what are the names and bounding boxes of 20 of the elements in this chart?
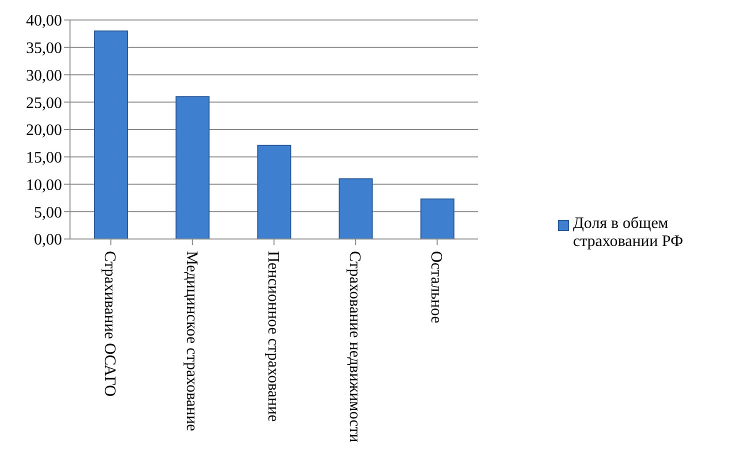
x-tick-label: Медицинское страхование: [182, 251, 200, 432]
bar: [176, 96, 210, 239]
bar: [257, 144, 292, 239]
x-tick-label: Остальное: [428, 251, 445, 324]
y-tick-label: 10,00: [26, 176, 62, 194]
bar: [420, 198, 454, 239]
y-tick-label: 25,00: [26, 94, 62, 112]
y-tick-label: 15,00: [26, 150, 62, 167]
legend-label: Доля в общем страховании РФ: [573, 214, 684, 250]
y-tick-label: 0,00: [34, 232, 62, 249]
bar: [338, 178, 373, 239]
bar: [94, 30, 128, 239]
x-tick-label: Страхование недвижимости: [346, 251, 363, 443]
y-tick-label: 30,00: [26, 67, 62, 84]
x-tick-label: Страхивание ОСАГО: [101, 251, 118, 397]
y-tick-label: 35,00: [26, 40, 62, 58]
x-tick-label: Пенсионное страхование: [264, 251, 282, 422]
y-tick-label: 40,00: [26, 12, 62, 30]
y-tick-label: 5,00: [34, 204, 62, 222]
y-tick-label: 20,00: [26, 122, 62, 140]
